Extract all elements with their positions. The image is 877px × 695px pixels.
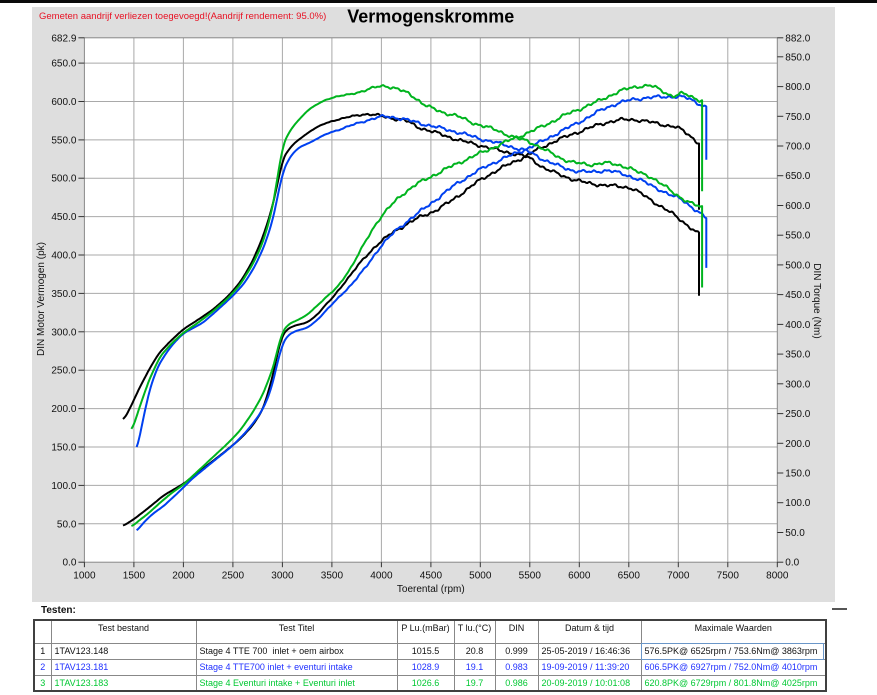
svg-text:200.0: 200.0 [785, 439, 810, 450]
svg-text:300.0: 300.0 [51, 327, 76, 338]
svg-text:250.0: 250.0 [785, 409, 810, 420]
svg-text:682.9: 682.9 [51, 33, 76, 44]
svg-text:450.0: 450.0 [785, 290, 810, 301]
svg-text:Gemeten aandrijf verliezen toe: Gemeten aandrijf verliezen toegevoegd!(A… [39, 11, 326, 22]
svg-text:550.0: 550.0 [785, 231, 810, 242]
svg-text:5000: 5000 [469, 571, 492, 582]
svg-text:400.0: 400.0 [51, 251, 76, 262]
svg-text:7000: 7000 [667, 571, 690, 582]
svg-text:3500: 3500 [321, 571, 344, 582]
svg-text:DIN Torque (Nm): DIN Torque (Nm) [811, 263, 822, 338]
svg-text:650.0: 650.0 [51, 59, 76, 70]
svg-text:850.0: 850.0 [785, 52, 810, 63]
svg-text:750.0: 750.0 [785, 112, 810, 123]
svg-text:600.0: 600.0 [51, 97, 76, 108]
svg-text:350.0: 350.0 [51, 289, 76, 300]
svg-text:650.0: 650.0 [785, 171, 810, 182]
svg-text:Toerental (rpm): Toerental (rpm) [397, 584, 465, 595]
svg-text:350.0: 350.0 [785, 350, 810, 361]
svg-text:100.0: 100.0 [785, 498, 810, 509]
svg-text:250.0: 250.0 [51, 366, 76, 377]
svg-text:7500: 7500 [717, 571, 740, 582]
svg-text:200.0: 200.0 [51, 404, 76, 415]
svg-text:4000: 4000 [370, 571, 393, 582]
svg-text:400.0: 400.0 [785, 320, 810, 331]
svg-text:600.0: 600.0 [785, 201, 810, 212]
svg-text:800.0: 800.0 [785, 82, 810, 93]
svg-text:700.0: 700.0 [785, 142, 810, 153]
svg-text:3000: 3000 [271, 571, 294, 582]
svg-text:2500: 2500 [222, 571, 245, 582]
svg-text:0.0: 0.0 [785, 558, 799, 569]
svg-text:5500: 5500 [519, 571, 542, 582]
svg-text:0.0: 0.0 [62, 558, 76, 569]
svg-text:4500: 4500 [420, 571, 443, 582]
svg-text:50.0: 50.0 [57, 519, 77, 530]
svg-text:882.0: 882.0 [785, 33, 810, 44]
svg-text:6000: 6000 [568, 571, 591, 582]
svg-text:100.0: 100.0 [51, 481, 76, 492]
svg-text:Vermogenskromme: Vermogenskromme [347, 7, 514, 27]
svg-text:150.0: 150.0 [785, 469, 810, 480]
svg-text:150.0: 150.0 [51, 443, 76, 454]
svg-text:6500: 6500 [618, 571, 641, 582]
svg-text:300.0: 300.0 [785, 379, 810, 390]
svg-text:DIN Motor Vermogen (pk): DIN Motor Vermogen (pk) [36, 242, 47, 356]
svg-text:50.0: 50.0 [785, 528, 805, 539]
svg-text:500.0: 500.0 [51, 174, 76, 185]
svg-text:1500: 1500 [123, 571, 146, 582]
svg-text:550.0: 550.0 [51, 135, 76, 146]
svg-text:500.0: 500.0 [785, 260, 810, 271]
svg-text:8000: 8000 [766, 571, 789, 582]
svg-text:1000: 1000 [73, 571, 96, 582]
svg-text:2000: 2000 [172, 571, 195, 582]
svg-text:450.0: 450.0 [51, 212, 76, 223]
